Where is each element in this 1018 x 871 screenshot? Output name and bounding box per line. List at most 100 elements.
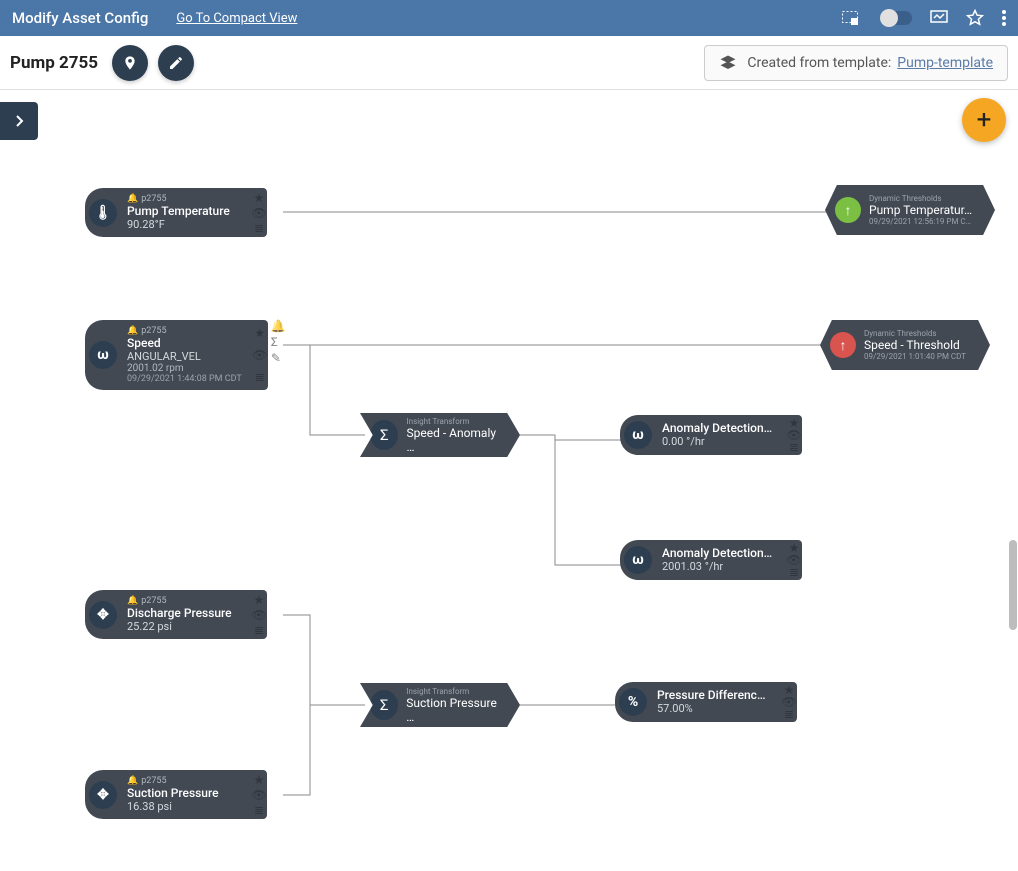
- node-action-icon[interactable]: Σ: [271, 336, 286, 348]
- node-side-icons: ★ 👁 ≣: [251, 590, 267, 639]
- node-tag: 🔔 p2755: [127, 194, 241, 204]
- threshold-tag: Dynamic Thresholds: [869, 194, 972, 203]
- graph-canvas[interactable]: + 🌡 🔔 p2755 Pump Temperature 90.28°F ★ 👁 ≣…: [0, 90, 1018, 871]
- node-action-icon[interactable]: 🔔: [271, 320, 286, 332]
- node-side-icons: ★👁≣: [781, 682, 797, 722]
- node-value: 90.28°F: [127, 218, 241, 231]
- node-body: Anomaly Detection… 0.00 °/hr: [656, 415, 786, 455]
- threshold-title: Speed - Threshold: [864, 338, 966, 352]
- presentation-icon[interactable]: [930, 10, 948, 26]
- edit-button[interactable]: [158, 45, 194, 81]
- node-title: Pump Temperature: [127, 204, 241, 218]
- sensor-node-pressure-diff[interactable]: % Pressure Differenc… 57.00% ★👁≣: [615, 682, 797, 722]
- node-body: 🔔 p2755 Suction Pressure 16.38 psi: [121, 770, 251, 819]
- node-value: 2001.03 °/hr: [662, 560, 776, 573]
- node-tag: 🔔 p2755: [127, 776, 241, 786]
- node-side-icon[interactable]: ≣: [254, 624, 264, 636]
- compact-view-link[interactable]: Go To Compact View: [176, 11, 297, 26]
- node-value: 57.00%: [657, 702, 771, 715]
- sensor-node-pump-temp[interactable]: 🌡 🔔 p2755 Pump Temperature 90.28°F ★ 👁 ≣: [85, 188, 267, 237]
- sensor-node-anomaly-1[interactable]: ω Anomaly Detection… 0.00 °/hr ★👁≣: [620, 415, 802, 455]
- sigma-icon: Σ: [370, 420, 398, 450]
- node-title: Suction Pressure: [127, 786, 241, 800]
- node-value: ANGULAR_VEL: [127, 350, 242, 363]
- sigma-icon: Σ: [370, 690, 398, 720]
- transform-node-speed-anomaly-tf[interactable]: Σ Insight Transform Speed - Anomaly …: [360, 413, 520, 457]
- toggle-switch[interactable]: [876, 11, 912, 25]
- node-title: Pressure Differenc…: [657, 688, 771, 702]
- add-node-fab[interactable]: +: [962, 98, 1006, 142]
- transform-title: Suction Pressure …: [406, 696, 502, 724]
- node-type-icon: ω: [620, 415, 656, 455]
- location-button[interactable]: [112, 45, 148, 81]
- page-title: Modify Asset Config: [12, 9, 148, 27]
- node-body: Anomaly Detection… 2001.03 °/hr: [656, 540, 786, 580]
- node-side-icon[interactable]: 👁: [252, 349, 267, 361]
- node-title: Speed: [127, 336, 242, 350]
- node-side-icon[interactable]: ★: [254, 594, 265, 606]
- node-action-icon[interactable]: ✎: [271, 352, 286, 364]
- node-side-icons: ★ 👁 ≣: [251, 188, 267, 237]
- node-type-icon: 🌡: [85, 188, 121, 237]
- transform-tag: Insight Transform: [406, 417, 502, 426]
- threshold-timestamp: 09/29/2021 1:01:40 PM CDT: [864, 352, 966, 361]
- node-body: Pressure Differenc… 57.00%: [651, 682, 781, 722]
- threshold-timestamp: 09/29/2021 12:56:19 PM C…: [869, 217, 972, 226]
- more-menu-icon[interactable]: [1002, 10, 1006, 26]
- transform-tag: Insight Transform: [406, 687, 502, 696]
- node-side-icon[interactable]: ≣: [255, 371, 265, 383]
- threshold-status-icon: ↑: [830, 332, 856, 358]
- node-side-icon[interactable]: ★: [254, 192, 265, 204]
- star-icon[interactable]: [966, 9, 984, 27]
- node-float-actions: 🔔 Σ ✎: [271, 320, 286, 364]
- sensor-node-suction[interactable]: ✥ 🔔 p2755 Suction Pressure 16.38 psi ★👁≣: [85, 770, 267, 819]
- node-side-icon[interactable]: ≣: [789, 441, 799, 453]
- node-title: Anomaly Detection…: [662, 546, 776, 560]
- sidebar-expand-button[interactable]: [0, 102, 38, 140]
- node-type-icon: ω: [85, 320, 121, 390]
- scrollbar-vertical[interactable]: [1008, 170, 1018, 871]
- threshold-title: Pump Temperatur…: [869, 203, 972, 217]
- node-side-icon[interactable]: ★: [254, 327, 265, 339]
- node-side-icons: ★👁≣: [786, 540, 802, 580]
- node-title: Anomaly Detection…: [662, 421, 776, 435]
- node-side-icon[interactable]: ★: [254, 774, 265, 786]
- node-side-icon[interactable]: ≣: [784, 708, 794, 720]
- threshold-tag: Dynamic Thresholds: [864, 329, 966, 338]
- node-value: 16.38 psi: [127, 800, 241, 813]
- transform-node-suction-tf[interactable]: Σ Insight Transform Suction Pressure …: [360, 683, 520, 727]
- threshold-node-speed-thresh[interactable]: ↑ Dynamic Thresholds Speed - Threshold 0…: [820, 320, 990, 370]
- node-type-icon: ✥: [85, 590, 121, 639]
- node-side-icon[interactable]: 👁: [251, 207, 266, 219]
- top-bar: Modify Asset Config Go To Compact View: [0, 0, 1018, 36]
- node-timestamp: 09/29/2021 1:44:08 PM CDT: [127, 374, 242, 384]
- template-prefix: Created from template:: [747, 55, 891, 71]
- node-type-icon: %: [615, 682, 651, 722]
- node-side-icon[interactable]: ≣: [254, 222, 264, 234]
- node-body: 🔔 p2755 Speed ANGULAR_VEL 2001.02 rpm 09…: [121, 320, 252, 390]
- node-side-icon[interactable]: 👁: [251, 789, 266, 801]
- node-side-icons: ★ 👁 ≣: [251, 770, 267, 819]
- node-body: 🔔 p2755 Pump Temperature 90.28°F: [121, 188, 251, 237]
- threshold-node-temp-thresh[interactable]: ↑ Dynamic Thresholds Pump Temperatur… 09…: [825, 185, 995, 235]
- asset-bar: Pump 2755 Created from template: Pump-te…: [0, 36, 1018, 90]
- node-value: 25.22 psi: [127, 620, 241, 633]
- node-tag: 🔔 p2755: [127, 596, 241, 606]
- node-subvalue: 2001.02 rpm: [127, 363, 242, 374]
- node-side-icon[interactable]: 👁: [251, 609, 266, 621]
- selection-icon[interactable]: [842, 11, 858, 25]
- threshold-status-icon: ↑: [835, 197, 861, 223]
- sensor-node-speed[interactable]: ω 🔔 p2755 Speed ANGULAR_VEL 2001.02 rpm …: [85, 320, 268, 390]
- node-side-icons: ★ 👁 ≣: [252, 320, 268, 390]
- sensor-node-discharge[interactable]: ✥ 🔔 p2755 Discharge Pressure 25.22 psi ★…: [85, 590, 267, 639]
- node-value: 0.00 °/hr: [662, 435, 776, 448]
- node-type-icon: ω: [620, 540, 656, 580]
- sensor-node-anomaly-2[interactable]: ω Anomaly Detection… 2001.03 °/hr ★👁≣: [620, 540, 802, 580]
- template-pill: Created from template: Pump-template: [704, 45, 1008, 81]
- node-side-icon[interactable]: ≣: [789, 566, 799, 578]
- node-title: Discharge Pressure: [127, 606, 241, 620]
- template-link[interactable]: Pump-template: [897, 55, 993, 71]
- scrollbar-thumb[interactable]: [1009, 540, 1017, 630]
- node-side-icon[interactable]: ≣: [254, 804, 264, 816]
- node-tag: 🔔 p2755: [127, 326, 242, 336]
